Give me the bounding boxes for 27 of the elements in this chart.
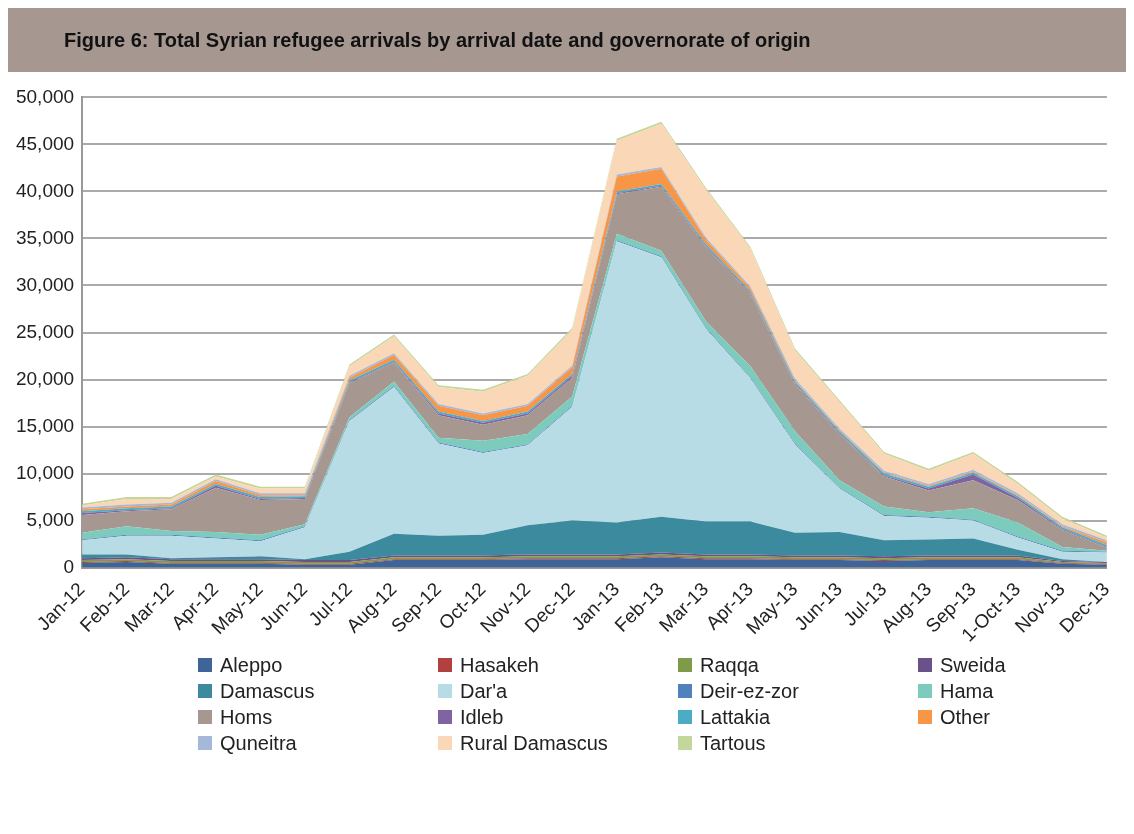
legend-label: Hama: [940, 679, 994, 704]
legend-label: Hasakeh: [460, 653, 539, 678]
chart-title: Figure 6: Total Syrian refugee arrivals by arrival date and governorate of origin: [64, 28, 811, 52]
legend-label: Damascus: [220, 679, 315, 704]
legend-label: Aleppo: [220, 653, 283, 678]
legend-label: Rural Damascus: [460, 731, 608, 756]
legend-label: Tartous: [700, 731, 766, 756]
legend-label: Deir-ez-zor: [700, 679, 799, 704]
y-tick-label: 10,000: [15, 461, 75, 483]
legend-label: Lattakia: [700, 705, 771, 730]
y-tick-label: 25,000: [15, 320, 75, 342]
legend-label: Raqqa: [700, 653, 759, 678]
y-tick-label: 30,000: [15, 273, 75, 295]
y-tick-label: 45,000: [15, 132, 75, 154]
y-tick-label: 50,000: [15, 85, 75, 107]
y-tick-label: 20,000: [15, 367, 75, 389]
y-tick-label: 40,000: [15, 179, 75, 201]
legend-label: Quneitra: [220, 731, 297, 756]
y-tick-label: 35,000: [15, 226, 75, 248]
legend-label: Dar'a: [460, 679, 508, 704]
y-tick-label: 0: [63, 555, 75, 577]
legend-label: Sweida: [940, 653, 1006, 678]
y-tick-label: 15,000: [15, 414, 75, 436]
legend-label: Homs: [220, 705, 273, 730]
legend-label: Idleb: [460, 705, 504, 730]
legend-label: Other: [940, 705, 991, 730]
y-tick-label: 5,000: [26, 508, 75, 530]
